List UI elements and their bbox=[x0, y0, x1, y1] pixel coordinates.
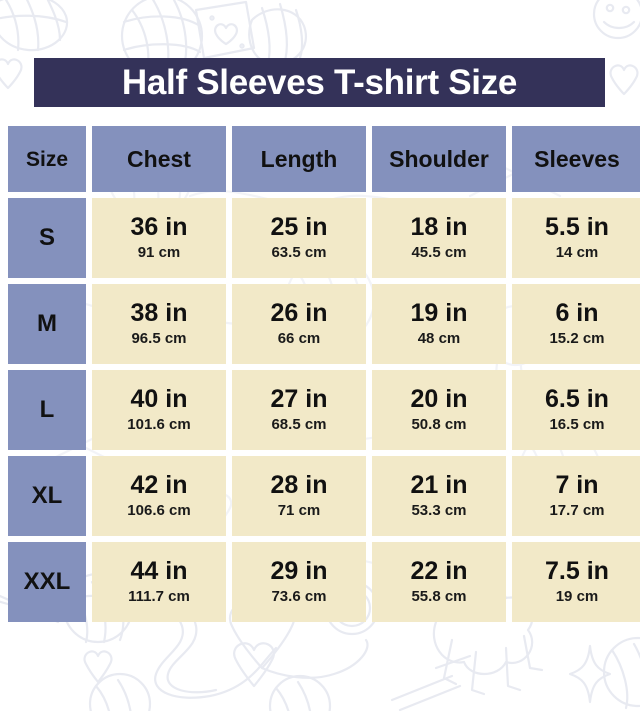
sleeves-cell: 7.5 in 19 cm bbox=[512, 542, 640, 622]
title-banner: Half Sleeves T-shirt Size bbox=[34, 58, 605, 107]
shoulder-cell: 20 in 50.8 cm bbox=[372, 370, 506, 450]
shoulder-cell: 22 in 55.8 cm bbox=[372, 542, 506, 622]
length-cell: 29 in 73.6 cm bbox=[232, 542, 366, 622]
heart-icon bbox=[233, 642, 275, 688]
yarn-ball-icon bbox=[248, 2, 307, 66]
yarn-label-icon bbox=[194, 0, 256, 60]
sparkle-icon bbox=[568, 644, 612, 704]
table-header-row: Size Chest Length Shoulder Sleeves bbox=[8, 126, 640, 192]
shoulder-cell: 18 in 45.5 cm bbox=[372, 198, 506, 278]
yarn-ball-icon bbox=[88, 672, 152, 711]
chest-cell: 38 in 96.5 cm bbox=[92, 284, 226, 364]
column-header-size: Size bbox=[8, 126, 86, 192]
chest-cell: 40 in 101.6 cm bbox=[92, 370, 226, 450]
size-chart-table: Size Chest Length Shoulder Sleeves S 36 … bbox=[8, 126, 640, 622]
size-label-cell: M bbox=[8, 284, 86, 364]
page-title: Half Sleeves T-shirt Size bbox=[121, 63, 518, 102]
table-row: L 40 in 101.6 cm 27 in 68.5 cm 20 in 50.… bbox=[8, 370, 640, 450]
size-label-cell: XL bbox=[8, 456, 86, 536]
yarn-ball-icon bbox=[268, 674, 332, 711]
sleeves-cell: 6.5 in 16.5 cm bbox=[512, 370, 640, 450]
heart-icon bbox=[609, 64, 639, 96]
table-row: M 38 in 96.5 cm 26 in 66 cm 19 in 48 cm … bbox=[8, 284, 640, 364]
chest-cell: 42 in 106.6 cm bbox=[92, 456, 226, 536]
table-row: S 36 in 91 cm 25 in 63.5 cm 18 in 45.5 c… bbox=[8, 198, 640, 278]
sleeves-cell: 7 in 17.7 cm bbox=[512, 456, 640, 536]
heart-icon bbox=[83, 650, 113, 684]
table-row: XL 42 in 106.6 cm 28 in 71 cm 21 in 53.3… bbox=[8, 456, 640, 536]
chest-cell: 36 in 91 cm bbox=[92, 198, 226, 278]
yarn-ball-icon bbox=[602, 636, 640, 710]
yarn-ball-icon bbox=[0, 0, 69, 52]
chest-cell: 44 in 111.7 cm bbox=[92, 542, 226, 622]
sleeves-cell: 6 in 15.2 cm bbox=[512, 284, 640, 364]
length-cell: 28 in 71 cm bbox=[232, 456, 366, 536]
column-header-chest: Chest bbox=[92, 126, 226, 192]
shoulder-cell: 19 in 48 cm bbox=[372, 284, 506, 364]
size-label-cell: L bbox=[8, 370, 86, 450]
length-cell: 25 in 63.5 cm bbox=[232, 198, 366, 278]
length-cell: 26 in 66 cm bbox=[232, 284, 366, 364]
size-label-cell: XXL bbox=[8, 542, 86, 622]
sleeves-cell: 5.5 in 14 cm bbox=[512, 198, 640, 278]
size-label-cell: S bbox=[8, 198, 86, 278]
button-icon bbox=[592, 0, 640, 40]
column-header-shoulder: Shoulder bbox=[372, 126, 506, 192]
column-header-sleeves: Sleeves bbox=[512, 126, 640, 192]
length-cell: 27 in 68.5 cm bbox=[232, 370, 366, 450]
column-header-length: Length bbox=[232, 126, 366, 192]
table-row: XXL 44 in 111.7 cm 29 in 73.6 cm 22 in 5… bbox=[8, 542, 640, 622]
knitting-needles-icon bbox=[390, 654, 472, 711]
shoulder-cell: 21 in 53.3 cm bbox=[372, 456, 506, 536]
heart-icon bbox=[0, 58, 23, 90]
